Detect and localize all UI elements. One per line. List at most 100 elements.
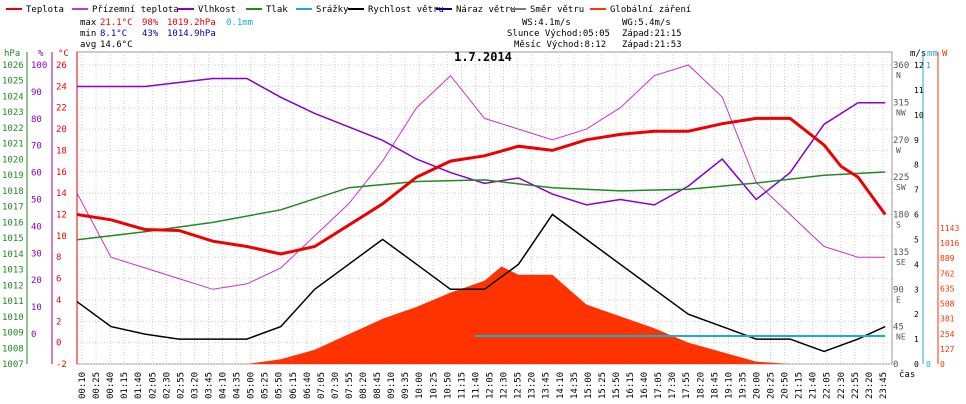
- chart-title: 1.7.2014: [454, 50, 512, 64]
- ms-tick: 7: [914, 186, 919, 195]
- legend-label: Srážky: [316, 5, 349, 15]
- pct-tick: 0: [31, 330, 36, 340]
- stat-press: 1019.2hPa: [167, 18, 216, 28]
- dir-tick: 90: [893, 285, 904, 295]
- x-tick-label: 13:20: [528, 372, 538, 399]
- x-tick-label: 18:45: [710, 372, 720, 399]
- hpa-tick: 1016: [2, 218, 24, 228]
- stat-temp: 14.6°C: [100, 40, 133, 50]
- c-tick: 4: [56, 296, 61, 306]
- sun-rise: Slunce Východ:05:05: [507, 29, 610, 39]
- plot-area: [76, 64, 887, 364]
- stat-label: min: [80, 29, 96, 39]
- legend: Teplota Přízemní teplota Vlhkost Tlak Srážky…: [6, 5, 691, 15]
- legend-label: Směr větru: [530, 5, 584, 15]
- pct-tick: 60: [31, 169, 42, 179]
- stat-label: avg: [80, 40, 96, 50]
- axes: 00:10 00:25 00:40 01:15 01:40 02:05 02:30 02:55…: [2, 49, 959, 399]
- legend-label: Přízemní teplota: [92, 5, 179, 15]
- x-tick-label: 17:55: [682, 372, 692, 399]
- hpa-tick: 1013: [2, 266, 24, 276]
- x-tick-label: 05:00: [247, 372, 257, 399]
- x-tick-label: 22:05: [823, 372, 833, 399]
- moon-set: Západ:21:53: [622, 40, 682, 50]
- w-tick: 127: [940, 345, 955, 354]
- dir-tick: 45: [893, 323, 904, 333]
- w-tick: 381: [940, 315, 955, 324]
- ms-tick: 1: [914, 335, 919, 344]
- x-tick-label: 02:55: [176, 372, 186, 399]
- dir-name: E: [896, 295, 901, 304]
- ms-tick: 0: [914, 360, 919, 369]
- w-tick: 254: [940, 330, 955, 339]
- x-tick-label: 10:25: [429, 372, 439, 399]
- pct-tick: 80: [31, 115, 42, 125]
- pct-tick: 90: [31, 88, 42, 98]
- c-tick: 26: [56, 61, 67, 71]
- ms-axis-label: m/s: [910, 49, 926, 59]
- w-tick: 508: [940, 300, 955, 309]
- dir-name: SW: [896, 183, 906, 192]
- legend-label: Vlhkost: [198, 5, 236, 15]
- x-tick-label: 22:55: [851, 372, 861, 399]
- x-tick-label: 11:15: [457, 372, 467, 399]
- pct-tick: 70: [31, 142, 42, 152]
- c-tick: 20: [56, 125, 67, 135]
- hpa-tick: 1024: [2, 92, 24, 102]
- moon-rise: Měsíc Východ:8:12: [514, 40, 606, 50]
- x-tick-label: 19:35: [738, 372, 748, 399]
- x-tick-label: 17:05: [654, 372, 664, 399]
- x-tick-label: 20:25: [767, 372, 777, 399]
- legend-label: Globální záření: [610, 5, 691, 15]
- x-tick-label: 11:40: [471, 372, 481, 399]
- pct-tick: 50: [31, 196, 42, 206]
- x-tick-label: 01:15: [120, 372, 130, 399]
- x-tick-label: 10:50: [443, 372, 453, 399]
- x-tick-label: 09:10: [387, 372, 397, 399]
- hpa-tick: 1020: [2, 155, 24, 165]
- hpa-tick: 1026: [2, 61, 24, 71]
- stat-rain: 0.1mm: [226, 18, 253, 28]
- stat-press: 1014.9hPa: [167, 29, 216, 39]
- hpa-tick: 1007: [2, 360, 24, 370]
- dir-tick: 135: [893, 248, 909, 258]
- dir-name: NE: [896, 333, 906, 342]
- mm-tick: 1: [926, 61, 931, 70]
- c-tick: 0: [56, 339, 61, 349]
- ms-tick: 2: [914, 310, 919, 319]
- pct-tick: 40: [31, 222, 42, 232]
- x-tick-label: 07:05: [317, 372, 327, 399]
- x-tick-label: 20:50: [781, 372, 791, 399]
- dir-name: SE: [896, 258, 906, 267]
- x-tick-label: 15:00: [584, 372, 594, 399]
- pressure-series: [76, 171, 886, 241]
- legend-label: Rychlost větru: [368, 5, 444, 15]
- dir-tick: 180: [893, 211, 909, 221]
- ms-tick: 11: [914, 86, 924, 95]
- hpa-tick: 1011: [2, 297, 24, 307]
- ms-tick: 9: [914, 136, 919, 145]
- x-tick-label: 21:15: [795, 372, 805, 399]
- x-tick-label: 00:40: [106, 372, 116, 399]
- legend-label: Náraz větru: [456, 5, 516, 15]
- w-axis-label: W: [942, 49, 948, 59]
- x-axis-label: čas: [899, 369, 915, 380]
- hpa-tick: 1022: [2, 124, 24, 134]
- x-tick-label: 10:00: [415, 372, 425, 399]
- stats-block: max 21.1°C 98% 1019.2hPa 0.1mm min 8.1°C 43% 101…: [80, 18, 682, 50]
- x-tick-label: 16:40: [640, 372, 650, 399]
- pct-axis-label: %: [38, 49, 44, 59]
- x-tick-label: 14:10: [556, 372, 566, 399]
- hpa-tick: 1017: [2, 203, 24, 213]
- x-tick-label: 03:20: [190, 372, 200, 399]
- x-tick-label: 08:45: [373, 372, 383, 399]
- hpa-tick: 1015: [2, 234, 24, 244]
- dir-tick: 0: [893, 360, 898, 370]
- x-tick-label: 02:30: [162, 372, 172, 399]
- c-tick: 14: [56, 189, 67, 199]
- hpa-tick: 1008: [2, 344, 24, 354]
- x-tick-label: 03:45: [204, 372, 214, 399]
- stat-hum: 43%: [142, 29, 159, 39]
- x-tick-label: 23:45: [879, 372, 889, 399]
